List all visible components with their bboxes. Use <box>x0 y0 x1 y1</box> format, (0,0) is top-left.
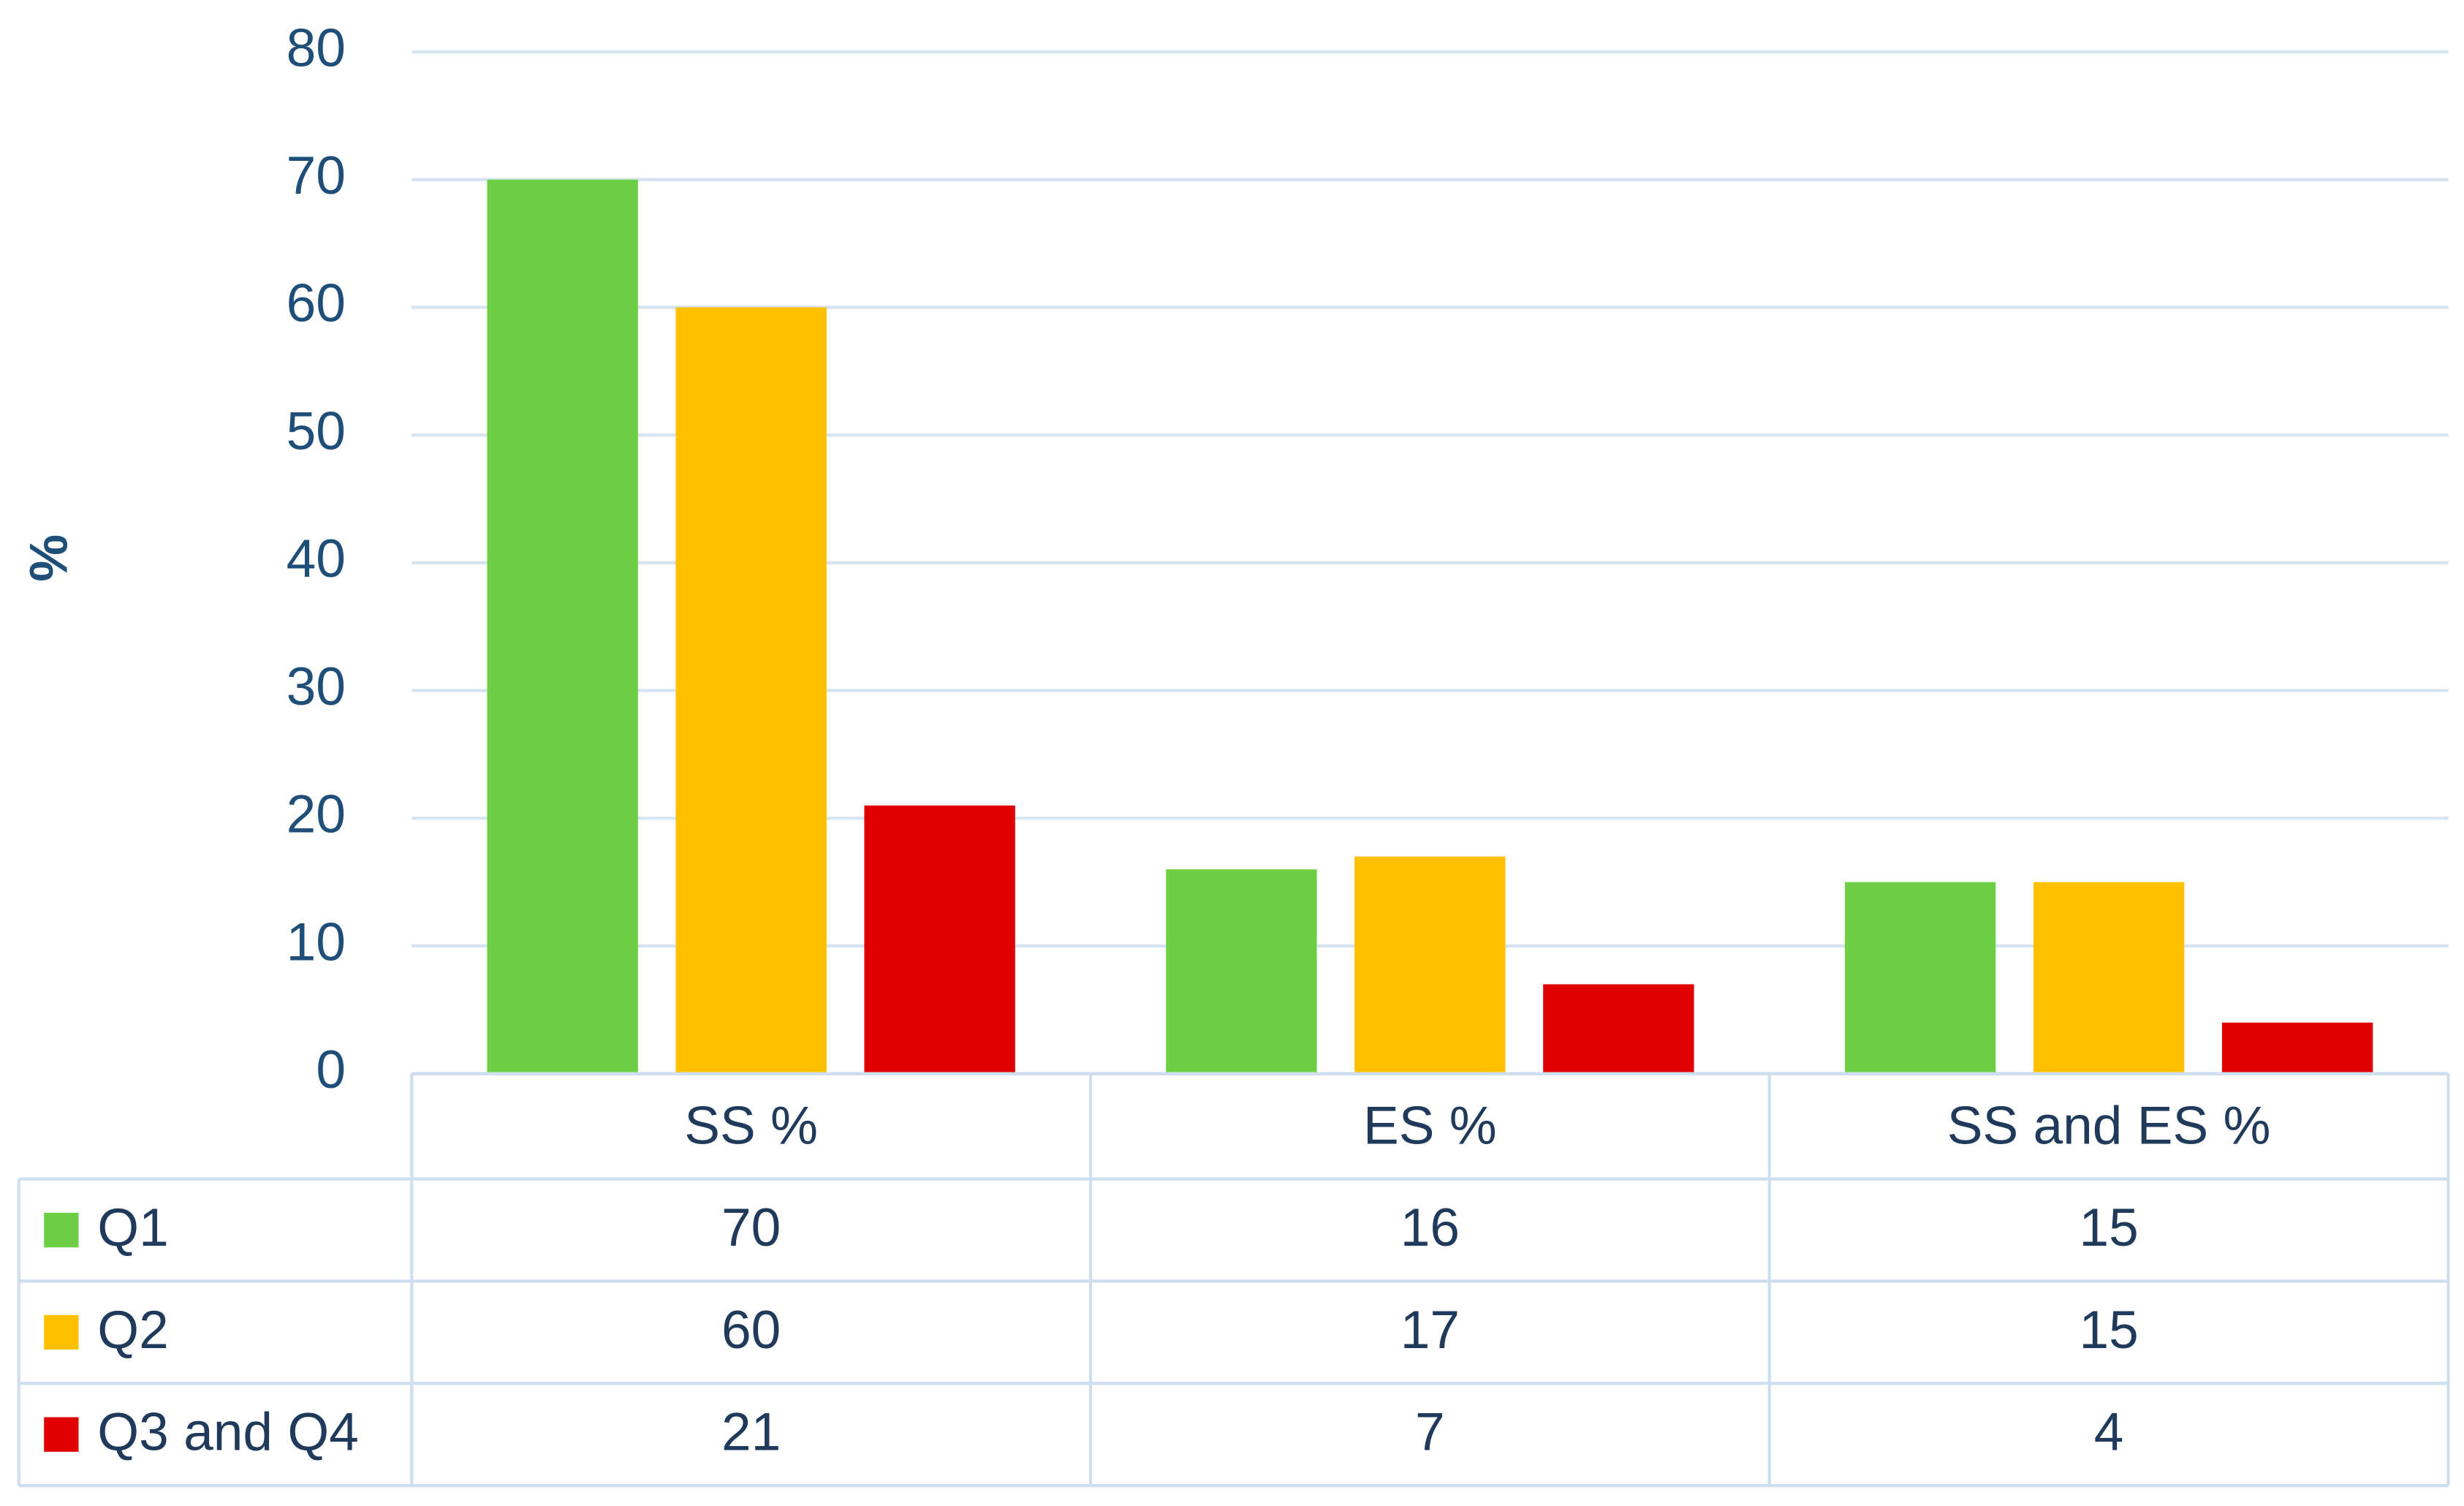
table-value: 4 <box>2094 1403 2124 1462</box>
bar <box>1543 984 1694 1074</box>
table-value: 15 <box>2079 1198 2138 1257</box>
legend-swatch <box>44 1417 79 1452</box>
y-tick-label: 40 <box>287 529 346 589</box>
legend-label: Q3 and Q4 <box>97 1403 359 1462</box>
y-tick-label: 50 <box>287 401 346 461</box>
bar <box>487 179 638 1074</box>
bar <box>864 805 1015 1074</box>
legend-label: Q2 <box>97 1301 169 1360</box>
bar <box>1844 882 1996 1074</box>
category-label: SS and ES % <box>1947 1096 2271 1155</box>
table-value: 15 <box>2079 1301 2138 1360</box>
y-tick-label: 70 <box>287 146 346 205</box>
table-value: 70 <box>721 1198 781 1257</box>
y-tick-label: 80 <box>287 18 346 77</box>
table-value: 21 <box>721 1403 781 1462</box>
y-tick-label: 0 <box>316 1040 346 1100</box>
y-axis-title: % <box>18 534 77 582</box>
bar <box>675 307 827 1074</box>
table-value: 60 <box>721 1301 781 1360</box>
bar <box>1354 856 1506 1074</box>
table-value: 17 <box>1400 1301 1460 1360</box>
y-tick-label: 60 <box>287 274 346 333</box>
legend-label: Q1 <box>97 1198 169 1257</box>
y-tick-label: 30 <box>287 657 346 716</box>
table-value: 7 <box>1415 1403 1445 1462</box>
legend-swatch <box>44 1212 79 1248</box>
y-tick-label: 10 <box>287 912 346 972</box>
bar <box>2033 882 2185 1074</box>
category-label: SS % <box>684 1096 818 1155</box>
y-tick-label: 20 <box>287 785 346 844</box>
table-value: 16 <box>1400 1198 1460 1257</box>
bar <box>2221 1022 2373 1074</box>
legend-swatch <box>44 1314 79 1350</box>
category-label: ES % <box>1363 1096 1497 1155</box>
bar <box>1166 869 1317 1074</box>
